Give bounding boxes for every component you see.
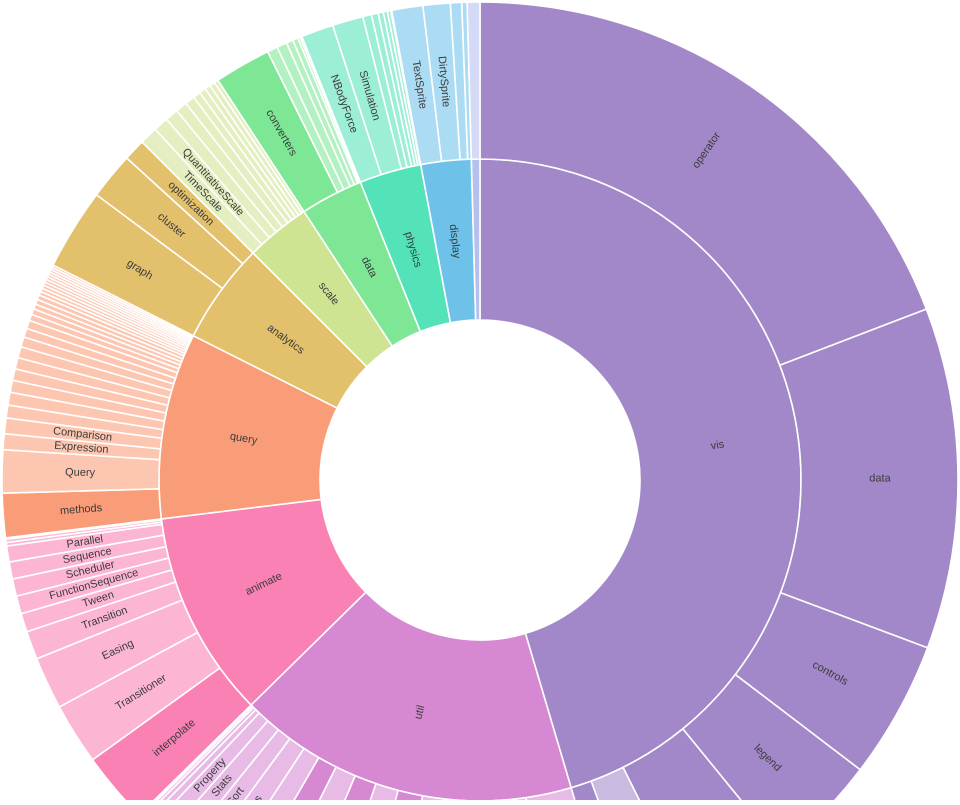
segment-vis-operator[interactable] bbox=[479, 1, 928, 367]
segment-vis-data[interactable] bbox=[778, 308, 959, 649]
segment-vis-axis[interactable] bbox=[622, 728, 782, 805]
segment-flex-FlareVis[interactable] bbox=[466, 1, 481, 160]
